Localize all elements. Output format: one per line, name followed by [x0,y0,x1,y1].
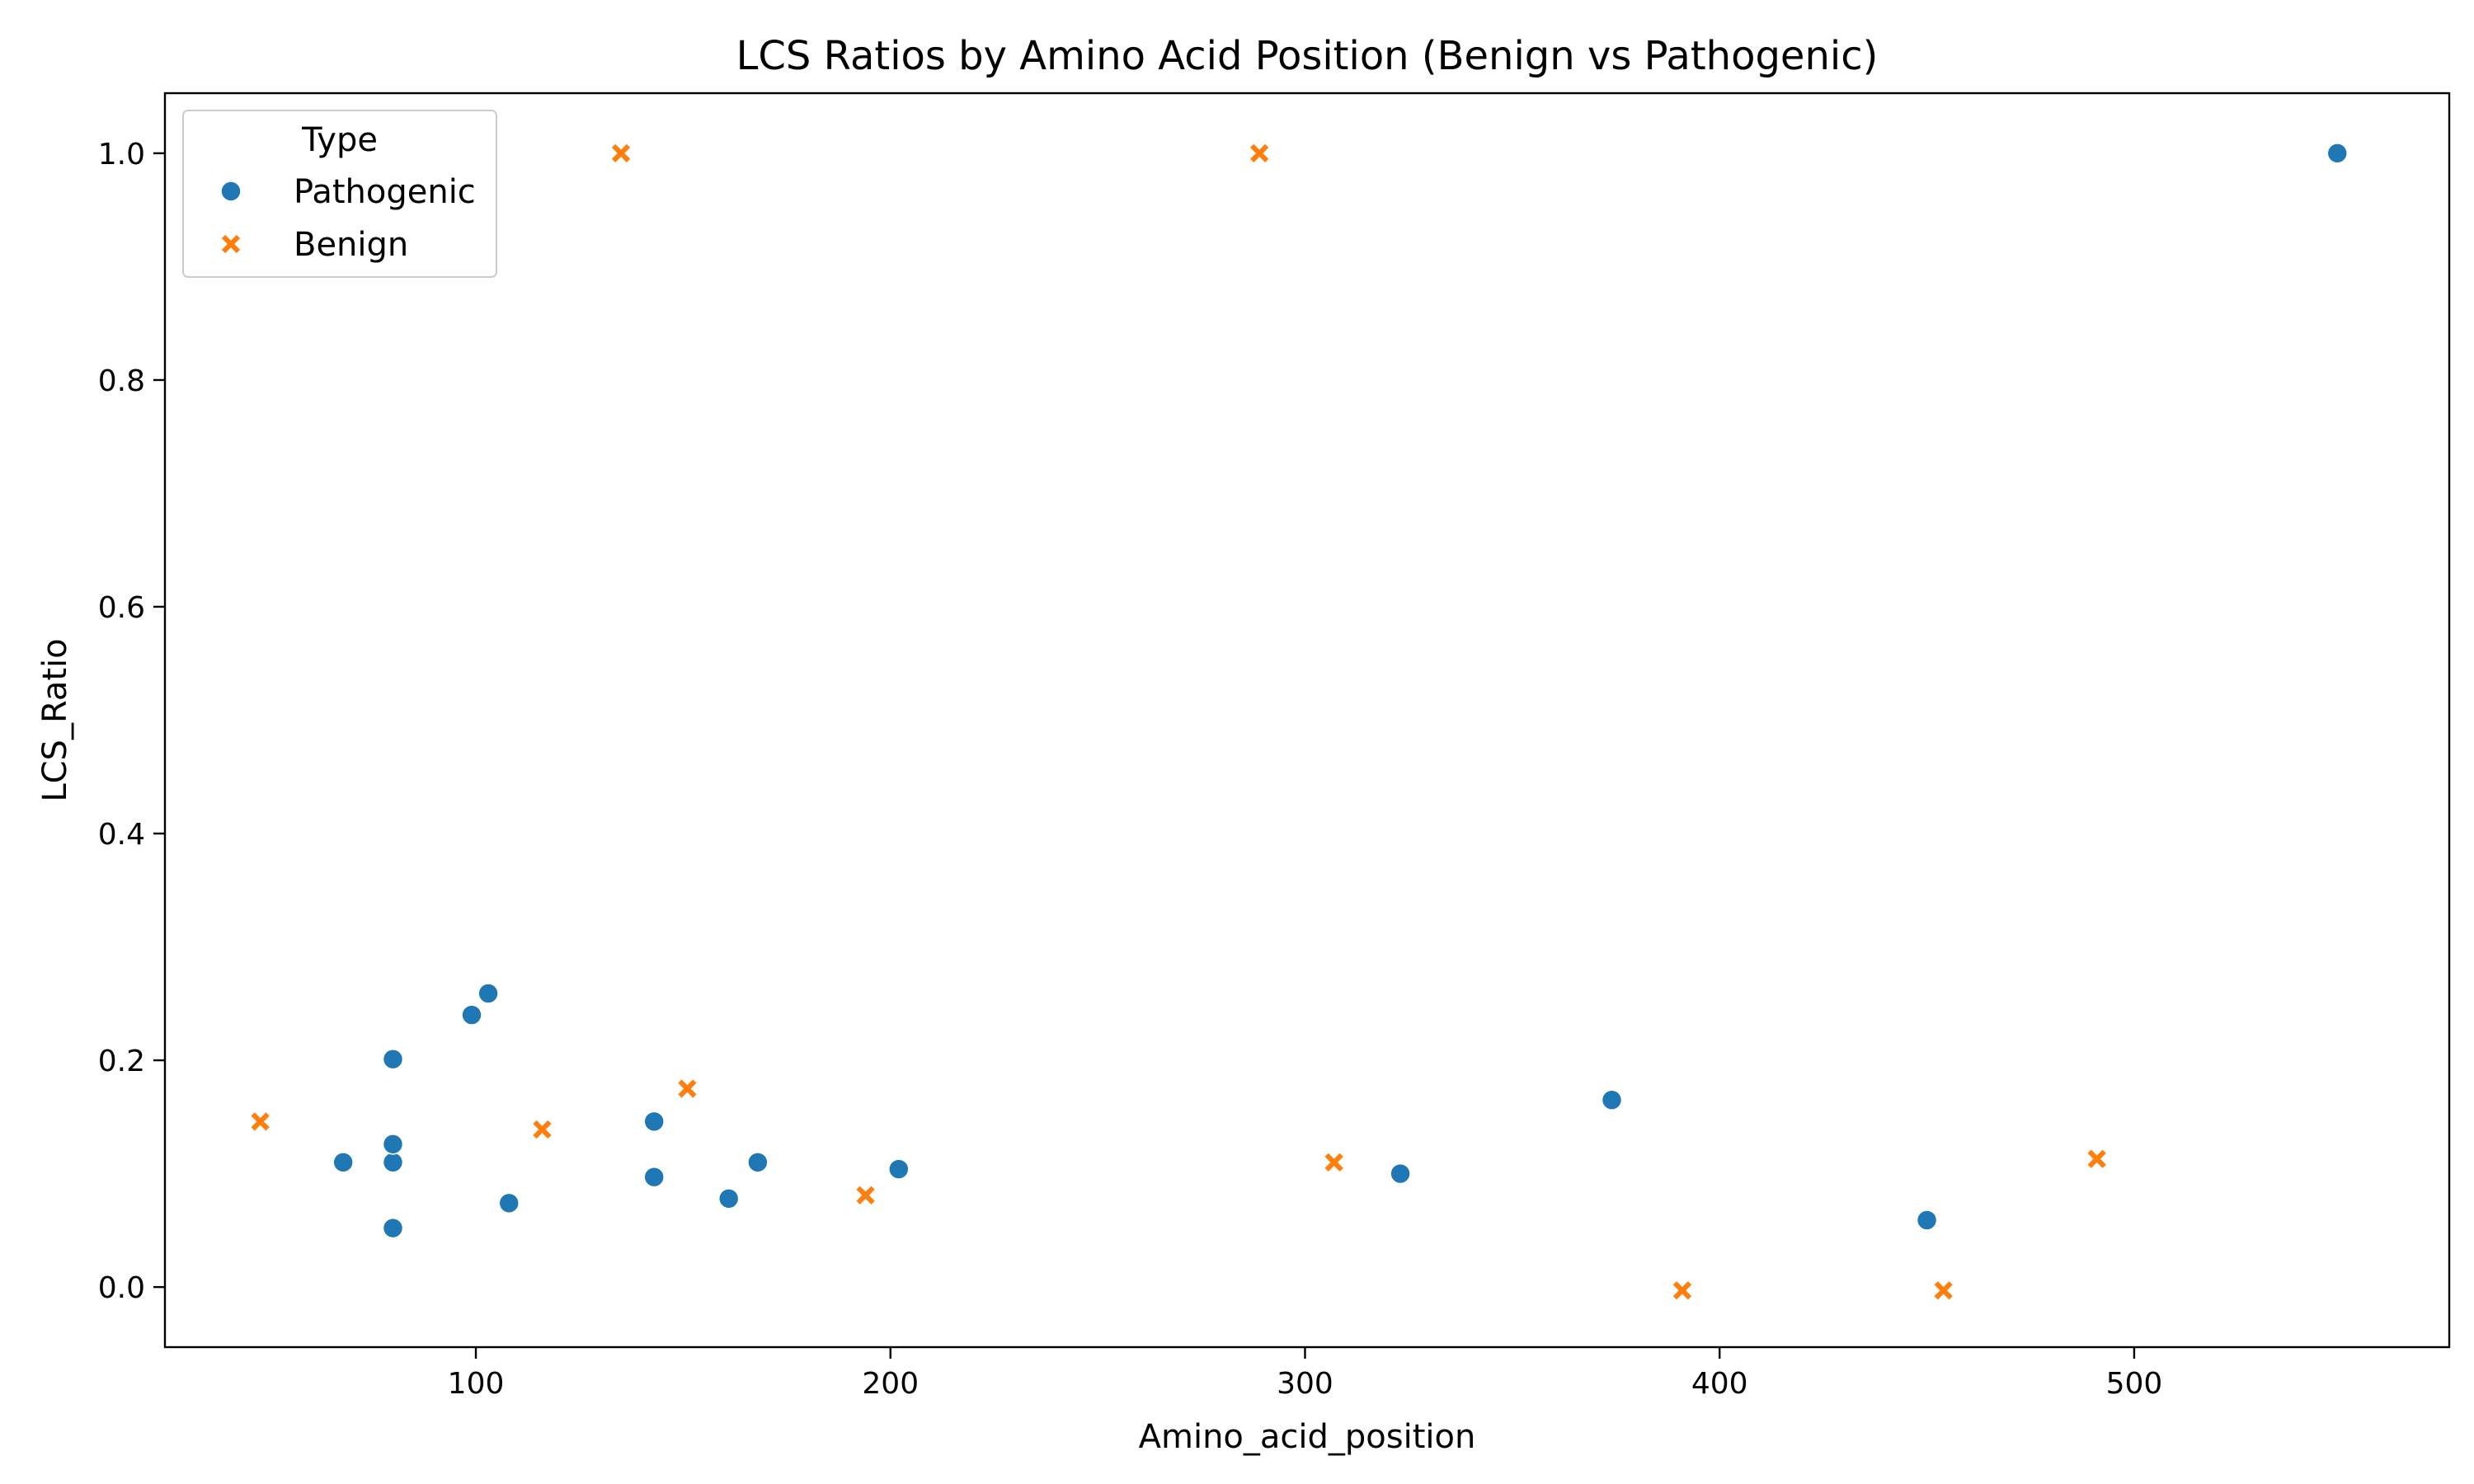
pathogenic-point [643,1166,666,1188]
legend-box [182,110,497,278]
pathogenic-point [382,1217,404,1239]
x-tick-label: 400 [1691,1367,1748,1401]
x-axis-ticks: 100 200 300 400 500 [448,1347,2163,1401]
x-tick-label: 500 [2106,1367,2163,1401]
benign-point [533,1120,552,1139]
pathogenic-point [1916,1209,1938,1231]
pathogenic-point [382,1134,404,1155]
plot-area: 100 200 300 400 500 0.0 0.2 0.4 0.6 0.8 1.0 [98,92,2451,1401]
pathogenic-point [888,1158,910,1180]
benign-point [1934,1281,1953,1300]
x-axis-label: Amino_acid_position [1139,1418,1476,1456]
data-points [251,143,2349,1300]
series-benign [251,143,2106,1300]
benign-point [856,1186,875,1205]
chart-title: LCS Ratios by Amino Acid Position (Benig… [736,33,1879,79]
y-tick-label: 0.8 [98,364,145,398]
y-tick-label: 1.0 [98,138,145,171]
y-tick-label: 0.2 [98,1045,145,1078]
pathogenic-point [1601,1089,1623,1111]
pathogenic-point [498,1192,520,1214]
legend-items: Pathogenic Benign [220,173,476,264]
legend-marker-pathogenic [220,181,242,202]
pathogenic-point [747,1152,769,1173]
benign-point [678,1079,697,1098]
legend-title: Type [301,121,378,159]
pathogenic-point [717,1188,740,1209]
x-tick-label: 100 [448,1367,505,1401]
benign-point [1324,1153,1343,1172]
benign-point [251,1112,270,1131]
pathogenic-point [2326,143,2349,164]
axes-frame [163,92,2451,1349]
pathogenic-point [643,1111,666,1133]
x-tick-label: 200 [862,1367,919,1401]
y-tick-label: 0.4 [98,818,145,852]
benign-point [2087,1149,2106,1168]
benign-point [611,143,631,163]
y-axis-label: LCS_Ratio [36,638,74,801]
legend-label-benign: Benign [294,226,408,264]
pathogenic-point [461,1004,482,1026]
benign-point [1672,1281,1692,1300]
y-axis-ticks: 0.0 0.2 0.4 0.6 0.8 1.0 [98,138,165,1305]
pathogenic-point [477,983,499,1004]
y-tick-label: 0.0 [98,1271,145,1305]
legend: Type Pathogenic Benign [182,110,497,278]
pathogenic-point [382,1152,404,1173]
pathogenic-point [1390,1162,1411,1185]
pathogenic-point [382,1048,404,1070]
y-tick-label: 0.6 [98,591,145,625]
benign-point [1250,143,1269,163]
series-pathogenic [332,143,2349,1239]
x-tick-label: 300 [1277,1367,1333,1401]
legend-marker-benign [221,234,241,254]
legend-label-pathogenic: Pathogenic [294,173,476,211]
pathogenic-point [332,1152,354,1173]
